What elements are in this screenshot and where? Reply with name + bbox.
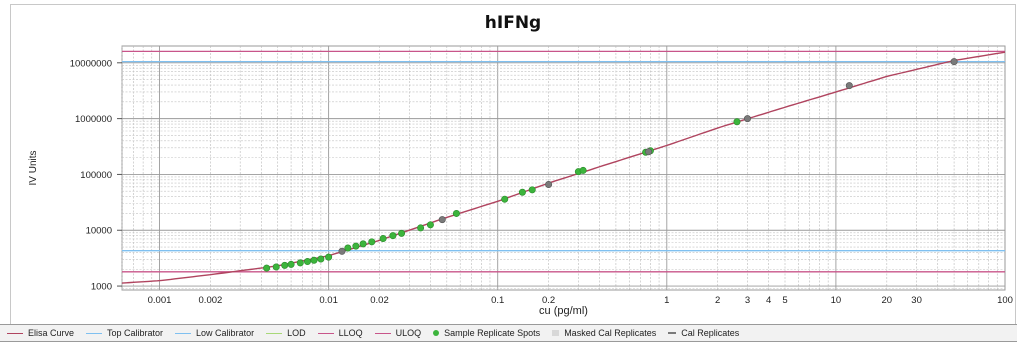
sample-replicate-spots-point	[310, 256, 318, 264]
sample-replicate-spots-point	[303, 258, 311, 266]
legend-label: Low Calibrator	[196, 328, 255, 338]
sample-replicate-spots-point	[579, 166, 587, 174]
plot-area	[121, 45, 1006, 291]
x-tick-label: 0.1	[491, 295, 504, 306]
sample-replicate-spots-point	[325, 253, 333, 261]
y-axis-label: IV Units	[28, 150, 39, 185]
sample-replicate-spots-point	[281, 261, 289, 269]
sample-replicate-spots-point	[344, 244, 352, 252]
legend-label: Masked Cal Replicates	[564, 328, 657, 338]
cal-replicates-point	[645, 148, 653, 156]
legend-item-masked-cal-replicates: Masked Cal Replicates	[552, 328, 656, 338]
sample-replicate-spots-point	[296, 259, 304, 267]
x-tick-label: 0.2	[542, 295, 555, 306]
x-tick-label: 0.002	[199, 295, 223, 306]
sample-replicate-spots-point	[528, 186, 536, 194]
sample-replicate-spots-point	[359, 240, 367, 248]
legend-item-uloq: ULOQ	[374, 328, 422, 338]
legend-label: Top Calibrator	[107, 328, 164, 338]
sample-replicate-spots-point	[518, 188, 526, 196]
sample-replicate-spots-point	[272, 263, 280, 271]
y-tick-label: 10000000	[70, 58, 112, 69]
y-tick-label: 1000000	[75, 114, 112, 125]
legend-swatch	[317, 332, 334, 334]
cal-replicates-point	[338, 247, 346, 255]
x-tick-label: 1	[664, 295, 669, 306]
x-tick-label: 10	[831, 295, 842, 306]
x-tick-label: 5	[782, 295, 787, 306]
x-tick-label: 100	[997, 295, 1013, 306]
sample-replicate-spots-point	[733, 118, 741, 126]
x-tick-label: 3	[745, 295, 750, 306]
cal-replicates-point	[545, 181, 553, 189]
legend-item-sample-replicate-spots: Sample Replicate Spots	[433, 328, 540, 338]
chart-plot: 1000 10000 100000 1000000 10000000 0.001 0.002…	[28, 45, 1013, 317]
sample-replicate-spots-point	[389, 232, 397, 240]
legend-swatch	[7, 332, 23, 334]
legend-label: LLOQ	[338, 328, 363, 338]
cal-replicates-point	[950, 58, 958, 66]
legend-swatch	[175, 332, 192, 334]
y-tick-label: 100000	[80, 170, 112, 181]
legend-swatch	[552, 330, 560, 336]
y-tick-label: 10000	[86, 226, 112, 237]
legend-swatch	[86, 332, 103, 334]
legend-swatch	[433, 330, 440, 336]
x-tick-label: 0.01	[319, 295, 338, 306]
x-axis-label: cu (pg/ml)	[539, 305, 588, 317]
legend-label: Elisa Curve	[28, 328, 75, 338]
legend-item-lloq: LLOQ	[317, 328, 363, 338]
x-tick-label: 20	[882, 295, 893, 306]
x-tick-label: 30	[911, 295, 922, 306]
x-tick-label: 0.001	[148, 295, 172, 306]
legend-item-cal-replicates: Cal Replicates	[668, 328, 739, 338]
x-tick-label: 4	[766, 295, 771, 306]
sample-replicate-spots-point	[417, 224, 425, 232]
sample-replicate-spots-point	[287, 260, 295, 268]
chart-title: hIFNg	[484, 13, 542, 33]
sample-replicate-spots-point	[352, 242, 360, 250]
cal-replicates-point	[845, 82, 853, 90]
chart-legend: Elisa Curve Top Calibrator Low Calibrator L…	[0, 324, 1017, 342]
sample-replicate-spots-point	[379, 235, 387, 243]
x-tick-label: 0.02	[370, 295, 389, 306]
legend-swatch	[266, 332, 283, 334]
sample-replicate-spots-point	[501, 195, 509, 203]
cal-replicates-point	[438, 216, 446, 224]
y-tick-label: 1000	[91, 282, 112, 293]
cal-replicates-point	[743, 115, 751, 123]
sample-replicate-spots-point	[317, 255, 325, 263]
sample-replicate-spots-point	[426, 221, 434, 229]
legend-item-elisa-curve: Elisa Curve	[7, 328, 74, 338]
sample-replicate-spots-point	[452, 209, 460, 217]
sample-replicate-spots-point	[263, 264, 271, 272]
legend-label: Sample Replicate Spots	[444, 328, 541, 338]
legend-item-lod: LOD	[266, 328, 306, 338]
legend-item-top-calibrator: Top Calibrator	[86, 328, 163, 338]
x-tick-label: 2	[715, 295, 720, 306]
legend-label: Cal Replicates	[681, 328, 740, 338]
legend-swatch	[668, 332, 677, 334]
legend-swatch	[374, 332, 391, 334]
legend-label: LOD	[287, 328, 306, 338]
legend-item-low-calibrator: Low Calibrator	[175, 328, 254, 338]
legend-label: ULOQ	[395, 328, 422, 338]
sample-replicate-spots-point	[398, 229, 406, 237]
sample-replicate-spots-point	[368, 238, 376, 246]
